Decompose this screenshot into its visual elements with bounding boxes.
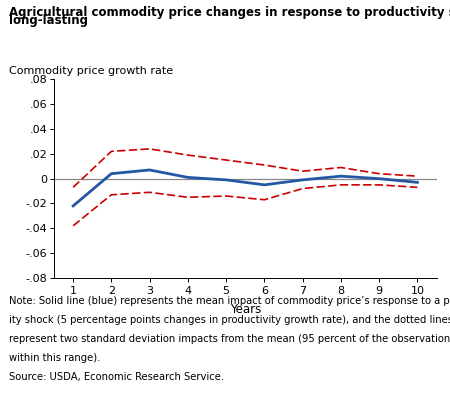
Text: long-lasting: long-lasting [9,14,88,27]
Text: Commodity price growth rate: Commodity price growth rate [9,66,173,75]
Text: Source: USDA, Economic Research Service.: Source: USDA, Economic Research Service. [9,372,224,382]
Text: represent two standard deviation impacts from the mean (95 percent of the observ: represent two standard deviation impacts… [9,334,450,344]
Text: Agricultural commodity price changes in response to productivity shocks aren’t: Agricultural commodity price changes in … [9,6,450,19]
Text: Note: Solid line (blue) represents the mean impact of commodity price’s response: Note: Solid line (blue) represents the m… [9,296,450,306]
Text: ity shock (5 percentage points changes in productivity growth rate), and the dot: ity shock (5 percentage points changes i… [9,315,450,325]
X-axis label: Years: Years [230,303,261,316]
Text: within this range).: within this range). [9,353,100,363]
